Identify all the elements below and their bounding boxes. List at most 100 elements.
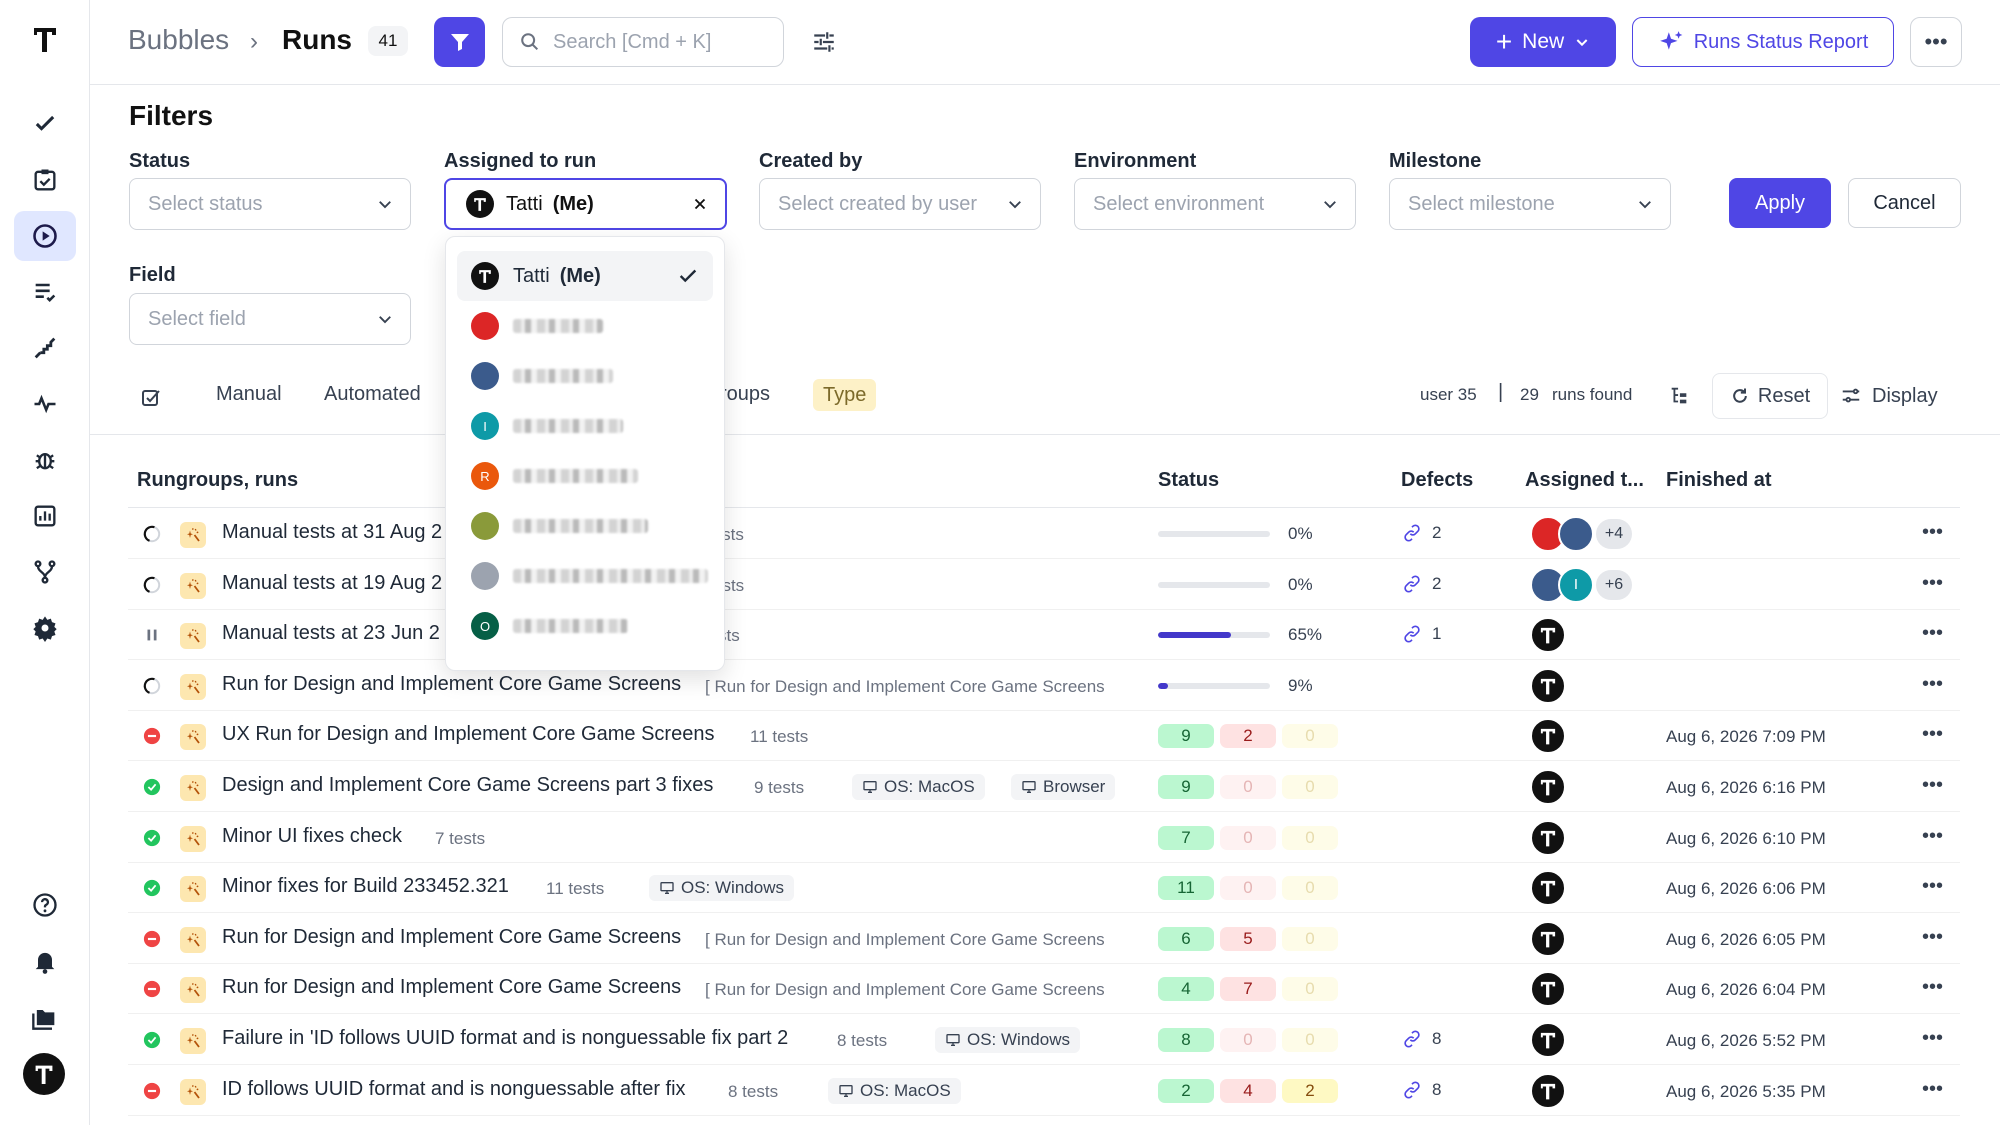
- run-name[interactable]: Design and Implement Core Game Screens p…: [222, 774, 714, 796]
- run-name[interactable]: Minor UI fixes check: [222, 824, 403, 847]
- table-row[interactable]: Manual tests at 23 Jun 2 sts 65% 1 •••: [128, 610, 1960, 661]
- run-name[interactable]: Failure in 'ID follows UUID format and i…: [222, 1027, 789, 1049]
- defects-cell[interactable]: 8: [1402, 1080, 1441, 1100]
- run-name[interactable]: Manual tests at 31 Aug 2: [222, 521, 443, 543]
- run-name[interactable]: UX Run for Design and Implement Core Gam…: [222, 723, 715, 746]
- cancel-button[interactable]: Cancel: [1848, 178, 1961, 228]
- dropdown-option[interactable]: I: [457, 401, 713, 451]
- run-name[interactable]: Minor fixes for Build 233452.321: [222, 875, 509, 898]
- sidebar-item-runs[interactable]: [14, 211, 76, 261]
- apply-button[interactable]: Apply: [1729, 178, 1831, 228]
- run-name[interactable]: ID follows UUID format and is nonguessab…: [222, 1077, 686, 1100]
- app-logo-icon[interactable]: [28, 22, 62, 56]
- defects-cell[interactable]: 1: [1402, 624, 1441, 644]
- clear-icon[interactable]: [691, 195, 709, 213]
- table-row[interactable]: Failure in 'ID follows UUID format and i…: [128, 1015, 1960, 1065]
- assignee-avatars[interactable]: [1530, 617, 1566, 654]
- dropdown-option[interactable]: O: [457, 601, 713, 651]
- table-row[interactable]: Minor fixes for Build 233452.321 11 tests…: [128, 863, 1960, 914]
- sidebar-item-defects[interactable]: [14, 435, 76, 485]
- assignee-avatars[interactable]: +4: [1530, 516, 1632, 552]
- created-by-select[interactable]: Select created by user: [759, 178, 1041, 230]
- reset-button[interactable]: Reset: [1712, 373, 1828, 419]
- row-menu-icon[interactable]: •••: [1922, 622, 1944, 645]
- row-menu-icon[interactable]: •••: [1922, 774, 1944, 796]
- assignee-avatars[interactable]: [1530, 1022, 1566, 1058]
- table-row[interactable]: Run for Design and Implement Core Game S…: [128, 964, 1960, 1015]
- row-menu-icon[interactable]: •••: [1922, 1027, 1944, 1049]
- sidebar-item-notifications[interactable]: [14, 936, 76, 986]
- breadcrumb-project[interactable]: Bubbles: [128, 24, 230, 55]
- row-menu-icon[interactable]: •••: [1922, 976, 1944, 999]
- row-menu-icon[interactable]: •••: [1922, 672, 1944, 695]
- run-name[interactable]: Run for Design and Implement Core Game S…: [222, 976, 682, 999]
- milestone-select[interactable]: Select milestone: [1389, 178, 1671, 230]
- filter-button[interactable]: [434, 17, 485, 67]
- tab-automated[interactable]: Automated: [324, 383, 421, 405]
- environment-select[interactable]: Select environment: [1074, 178, 1356, 230]
- row-menu-icon[interactable]: •••: [1922, 925, 1944, 948]
- search-box[interactable]: [502, 17, 784, 67]
- dropdown-option[interactable]: R: [457, 451, 713, 501]
- table-row[interactable]: Design and Implement Core Game Screens p…: [128, 762, 1960, 812]
- tab-rungroups[interactable]: roups: [720, 383, 771, 405]
- row-menu-icon[interactable]: •••: [1922, 875, 1944, 898]
- assignee-avatars[interactable]: [1530, 769, 1566, 805]
- sidebar-item-tests[interactable]: [14, 99, 76, 149]
- user-avatar[interactable]: [23, 1053, 65, 1095]
- settings-sliders-button[interactable]: [808, 26, 840, 58]
- select-all-icon[interactable]: [139, 385, 163, 409]
- sidebar-item-checklists[interactable]: [14, 267, 76, 317]
- column-header-defects[interactable]: Defects: [1401, 469, 1474, 491]
- row-menu-icon[interactable]: •••: [1922, 723, 1944, 746]
- dropdown-option[interactable]: [457, 301, 713, 351]
- column-header-name[interactable]: Rungroups, runs: [137, 469, 299, 491]
- sidebar-item-branches[interactable]: [14, 547, 76, 597]
- search-input[interactable]: [553, 30, 773, 54]
- assignee-avatars[interactable]: [1530, 920, 1566, 957]
- sidebar-item-pulse[interactable]: [14, 379, 76, 429]
- assignee-avatars[interactable]: [1530, 718, 1566, 755]
- table-row[interactable]: Run for Design and Implement Core Game S…: [128, 661, 1960, 711]
- defects-cell[interactable]: 8: [1402, 1029, 1441, 1049]
- run-name[interactable]: Manual tests at 19 Aug 2: [222, 571, 443, 594]
- tree-view-icon[interactable]: [1668, 385, 1690, 407]
- table-row[interactable]: UX Run for Design and Implement Core Gam…: [128, 711, 1960, 762]
- runs-status-report-button[interactable]: Runs Status Report: [1632, 17, 1894, 67]
- new-button[interactable]: + New: [1470, 17, 1616, 67]
- row-menu-icon[interactable]: •••: [1922, 1077, 1944, 1100]
- field-select[interactable]: Select field: [129, 293, 411, 345]
- defects-cell[interactable]: 2: [1402, 523, 1441, 543]
- run-name[interactable]: Run for Design and Implement Core Game S…: [222, 925, 682, 948]
- sidebar-item-projects[interactable]: [14, 992, 76, 1042]
- table-row[interactable]: Manual tests at 19 Aug 2 ests 0% 2 I +6 •••: [128, 560, 1960, 610]
- status-select[interactable]: Select status: [129, 178, 411, 230]
- row-menu-icon[interactable]: •••: [1922, 824, 1944, 847]
- assignee-avatars[interactable]: [1530, 667, 1566, 704]
- defects-cell[interactable]: 2: [1402, 574, 1441, 594]
- display-button[interactable]: Display: [1840, 373, 1938, 419]
- assignee-avatars[interactable]: I +6: [1530, 566, 1632, 603]
- row-menu-icon[interactable]: •••: [1922, 571, 1944, 594]
- assigned-select[interactable]: Tatti (Me): [444, 178, 727, 230]
- dropdown-option-me[interactable]: Tatti (Me): [457, 251, 713, 301]
- column-header-status[interactable]: Status: [1158, 469, 1220, 491]
- dropdown-option[interactable]: [457, 351, 713, 401]
- table-row[interactable]: Run for Design and Implement Core Game S…: [128, 914, 1960, 964]
- sidebar-item-settings[interactable]: [14, 603, 76, 653]
- sidebar-item-help[interactable]: [14, 880, 76, 930]
- tab-manual[interactable]: Manual: [216, 383, 282, 405]
- table-row[interactable]: Minor UI fixes check 7 tests 7 0 0 Aug 6, 202…: [128, 813, 1960, 863]
- column-header-assigned[interactable]: Assigned t...: [1525, 469, 1644, 491]
- assignee-avatars[interactable]: [1530, 819, 1566, 856]
- column-header-finished[interactable]: Finished at: [1666, 469, 1772, 491]
- row-menu-icon[interactable]: •••: [1922, 521, 1944, 543]
- assignee-avatars[interactable]: [1530, 971, 1566, 1008]
- sidebar-item-plans[interactable]: [14, 155, 76, 205]
- run-name[interactable]: Run for Design and Implement Core Game S…: [222, 672, 682, 695]
- run-name[interactable]: Manual tests at 23 Jun 2: [222, 622, 440, 645]
- dropdown-option[interactable]: [457, 551, 713, 601]
- tab-type[interactable]: Type: [813, 379, 877, 411]
- more-options-button[interactable]: •••: [1910, 17, 1962, 67]
- sidebar-item-analytics[interactable]: [14, 491, 76, 541]
